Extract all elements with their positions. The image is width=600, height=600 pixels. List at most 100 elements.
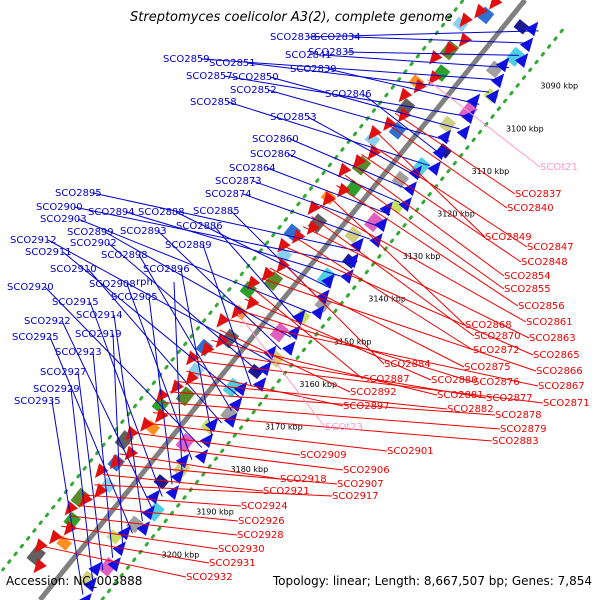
reverse-gene-label[interactable]: SCO2892 [350, 387, 397, 398]
reverse-gene-arrow[interactable] [30, 538, 48, 556]
forward-gene-label[interactable]: SCO2908 [89, 279, 136, 290]
reverse-gene-arrow[interactable] [242, 275, 261, 293]
reverse-gene-arrow[interactable] [90, 463, 109, 481]
forward-gene-label[interactable]: SCO2895 [55, 188, 102, 199]
forward-gene-arrow[interactable] [519, 34, 538, 53]
reverse-gene-label[interactable]: SCO2918 [280, 474, 327, 485]
forward-gene-arrow[interactable] [403, 178, 421, 197]
reverse-gene-label[interactable]: SCO2854 [504, 271, 551, 282]
forward-gene-label[interactable]: SCO2839 [290, 64, 337, 75]
forward-gene-label[interactable]: SCO2862 [250, 149, 297, 160]
reverse-gene-arrow[interactable] [166, 379, 184, 397]
reverse-gene-arrow[interactable] [378, 116, 397, 134]
forward-gene-label[interactable]: SCO2898 [101, 250, 148, 261]
reverse-gene-label[interactable]: SCO2882 [447, 404, 494, 415]
reverse-gene-arrow[interactable] [303, 200, 322, 218]
forward-gene-label[interactable]: SCO2902 [70, 238, 117, 249]
reverse-gene-label[interactable]: SCO2872 [473, 345, 520, 356]
forward-gene-arrow[interactable] [495, 54, 514, 73]
forward-gene-label[interactable]: SCO2860 [252, 134, 299, 145]
forward-gene-arrow[interactable] [233, 378, 252, 397]
reverse-gene-label[interactable]: SCO2878 [495, 410, 542, 421]
forward-gene-label[interactable]: SCO2935 [14, 396, 61, 407]
forward-gene-label[interactable]: SCO2851 [209, 58, 256, 69]
reverse-gene-arrow[interactable] [273, 237, 291, 256]
reverse-gene-arrow[interactable] [424, 50, 443, 68]
forward-gene-label[interactable]: SCO2912 [10, 235, 57, 246]
reverse-gene-arrow[interactable] [181, 370, 199, 389]
reverse-gene-label[interactable]: SCO2926 [238, 516, 285, 527]
forward-gene-label[interactable]: SCO2925 [12, 332, 59, 343]
forward-gene-arrow[interactable] [194, 445, 213, 464]
forward-gene-arrow[interactable] [78, 589, 96, 600]
forward-gene-arrow[interactable] [374, 214, 392, 233]
forward-gene-arrow[interactable] [379, 198, 397, 217]
reverse-gene-label[interactable]: SCO2907 [337, 479, 384, 490]
reverse-gene-arrow[interactable] [484, 0, 503, 13]
forward-gene-label[interactable]: SCO2835 [308, 47, 355, 58]
forward-gene-label[interactable]: SCO2927 [40, 367, 87, 378]
forward-gene-arrow[interactable] [524, 18, 543, 37]
reverse-gene-arrow[interactable] [90, 483, 108, 501]
reverse-gene-arrow[interactable] [212, 312, 230, 331]
reverse-gene-label[interactable]: SCO2863 [529, 333, 576, 344]
reverse-gene-label[interactable]: SCO2870 [474, 331, 521, 342]
forward-gene-arrow[interactable] [350, 234, 368, 253]
forward-gene-label[interactable]: SCO2896 [143, 264, 190, 275]
reverse-gene-label[interactable]: SCO2871 [543, 398, 590, 409]
reverse-gene-label[interactable]: SCO2924 [241, 501, 288, 512]
forward-gene-label[interactable]: SCO2910 [50, 264, 97, 275]
reverse-gene-arrow[interactable] [394, 87, 413, 106]
forward-gene-label[interactable]: SCO2853 [270, 112, 317, 123]
forward-gene-label[interactable]: SCO2841 [285, 50, 332, 61]
reverse-gene-label[interactable]: SCO2928 [237, 530, 284, 541]
forward-gene-arrow[interactable] [466, 90, 485, 109]
reverse-gene-arrow[interactable] [181, 350, 200, 369]
rna-gene-label[interactable]: SCOt23 [325, 422, 363, 433]
forward-gene-label[interactable]: SCO2873 [215, 176, 262, 187]
forward-gene-label[interactable]: SCO2874 [205, 189, 252, 200]
reverse-gene-arrow[interactable] [29, 558, 47, 576]
forward-gene-arrow[interactable] [146, 486, 165, 505]
forward-gene-label[interactable]: SCO2919 [75, 329, 122, 340]
reverse-gene-label[interactable]: SCO2901 [387, 446, 434, 457]
reverse-gene-label[interactable]: SCO2909 [300, 450, 347, 461]
reverse-gene-label[interactable]: SCO2868 [465, 320, 512, 331]
reverse-gene-label[interactable]: SCO2932 [186, 572, 233, 583]
forward-gene-label[interactable]: SCO2885 [193, 206, 240, 217]
forward-gene-label[interactable]: SCO2889 [165, 240, 212, 251]
reverse-gene-arrow[interactable] [302, 220, 321, 238]
reverse-gene-arrow[interactable] [333, 162, 352, 181]
reverse-gene-label[interactable]: SCO2876 [473, 377, 520, 388]
reverse-gene-arrow[interactable] [364, 125, 382, 143]
reverse-gene-arrow[interactable] [105, 454, 124, 472]
reverse-gene-label[interactable]: SCO2883 [492, 436, 539, 447]
reverse-gene-label[interactable]: SCO2856 [518, 301, 565, 312]
forward-gene-arrow[interactable] [107, 553, 125, 572]
forward-gene-label[interactable]: SCO2859 [163, 54, 210, 65]
forward-gene-label[interactable]: SCO2905 [111, 292, 158, 303]
reverse-gene-arrow[interactable] [454, 32, 473, 51]
forward-gene-label[interactable]: SCO2903 [40, 214, 87, 225]
reverse-gene-arrow[interactable] [469, 3, 488, 22]
forward-gene-label[interactable]: SCO2894 [88, 207, 135, 218]
reverse-gene-label[interactable]: SCO2921 [263, 486, 310, 497]
forward-gene-label[interactable]: SCO2834 [314, 32, 361, 43]
reverse-gene-label[interactable]: SCO2875 [464, 362, 511, 373]
reverse-gene-label[interactable]: SCO2849 [485, 232, 532, 243]
forward-gene-label[interactable]: SCO2838 [270, 32, 317, 43]
forward-gene-arrow[interactable] [408, 162, 426, 181]
reverse-gene-arrow[interactable] [150, 408, 169, 426]
forward-gene-label[interactable]: SCO2929 [33, 384, 80, 395]
reverse-gene-label[interactable]: SCO2897 [343, 401, 390, 412]
forward-gene-arrow[interactable] [427, 157, 446, 176]
reverse-gene-label[interactable]: SCO2906 [343, 465, 390, 476]
forward-gene-label[interactable]: SCO2915 [52, 297, 99, 308]
forward-gene-arrow[interactable] [340, 265, 358, 284]
forward-gene-label[interactable]: SCO2920 [7, 282, 54, 293]
reverse-gene-arrow[interactable] [196, 341, 215, 360]
rna-gene-label[interactable]: SCOt21 [540, 162, 578, 173]
forward-gene-arrow[interactable] [490, 70, 509, 89]
forward-gene-arrow[interactable] [199, 430, 218, 449]
reverse-gene-label[interactable]: SCO2855 [504, 284, 551, 295]
